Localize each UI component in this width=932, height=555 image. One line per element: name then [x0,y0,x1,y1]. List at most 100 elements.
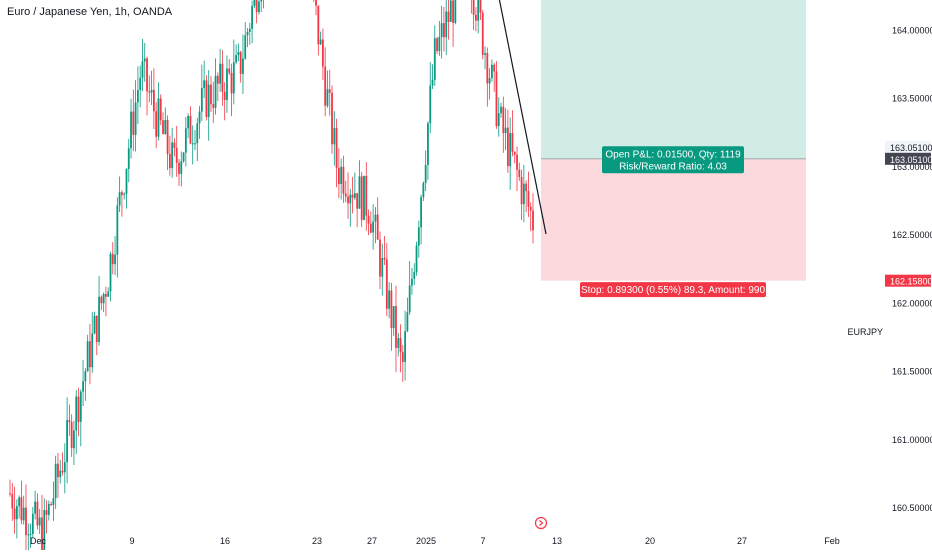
candle-body [116,205,119,255]
candle-body [411,278,413,286]
candle-body [164,120,167,134]
candle-body [504,127,507,134]
candle-body [125,168,128,194]
candle-body [79,391,82,422]
candle-body [248,28,251,32]
trendline-segment[interactable] [489,0,547,235]
candle-body [210,84,212,105]
candle-body [109,253,112,292]
price-tick-label: 160.50000 [892,503,932,513]
candle-body [424,165,427,184]
stop-price-tag: 162.15800 [885,274,932,287]
candle-body [43,510,46,554]
candle-body [130,111,132,149]
current-prefix-tag-text: 163.05100 [890,143,932,153]
candle-body [445,11,448,38]
candle-body [255,0,258,13]
candle-body [431,79,434,86]
candle-body [203,80,206,88]
candle-body [337,167,340,185]
candle-body [486,53,489,84]
candle-body [152,89,155,112]
candle-body [221,63,224,92]
candle-body [349,194,352,204]
candle-body [114,254,116,265]
candle-body [392,306,395,329]
candle-body [61,470,64,473]
position-zones [541,0,806,281]
candle-body [360,176,363,220]
candle-body [89,341,91,368]
trendline[interactable] [489,0,547,235]
candle-body [367,215,370,224]
candle-body [347,196,349,204]
candle-body [184,128,187,153]
candle-body [436,38,438,52]
candle-body [395,306,397,348]
time-tick-label: 2025 [416,536,436,546]
candle-body [226,68,228,100]
candle-body [146,58,148,92]
stop-label-bg [580,282,766,298]
price-tick-label: 163.00000 [892,162,932,172]
candle-body [383,258,386,260]
candle-body [214,75,217,108]
candle-body [18,497,21,507]
candle-body [440,23,443,38]
time-tick-label: 27 [367,536,377,546]
replay-icon[interactable] [534,516,548,530]
chart-title: Euro / Japanese Yen, 1h, OANDA [7,6,173,18]
candle-body [511,133,514,152]
candle-body [433,38,436,80]
candle-body [95,315,98,343]
price-axis[interactable]: 160.50000 161.00000 161.50000 162.00000 162.… [885,0,932,513]
candle-body [406,312,409,332]
candle-body [219,63,222,84]
candle-body [342,166,345,194]
candle-body [490,64,493,79]
candle-body [27,534,30,536]
candle-body [216,75,219,84]
time-tick-label: 23 [312,536,322,546]
candle-body [335,128,338,168]
candle-body [258,1,260,13]
candle-body [166,120,169,154]
candle-body [449,0,452,22]
candle-body [155,111,158,137]
candle-body [506,127,509,167]
candle-body [157,98,160,137]
candles-layer [9,0,534,555]
candle-body [422,183,425,198]
target-zone [541,0,806,159]
candle-body [518,169,521,177]
candle-body [365,175,368,216]
candle-body [230,72,233,94]
candle-body [9,493,11,495]
candle-body [251,5,253,29]
candle-body [500,106,502,114]
candle-body [477,0,480,21]
candle-body [50,503,53,506]
candle-body [319,39,322,45]
candle-body [253,0,256,6]
candle-body [38,517,41,526]
time-axis[interactable]: Dec 9 16 23 27 2025 7 13 20 27 Feb [30,536,840,546]
candle-body [31,513,34,534]
candle-body [123,193,126,195]
candle-body [452,0,454,23]
candle-body [356,193,359,209]
candle-body [194,143,196,145]
candle-body [107,291,110,297]
candle-body [516,154,518,170]
candle-body [344,193,347,197]
candle-body [171,142,174,169]
candle-body [98,296,100,343]
candle-body [200,87,203,112]
candle-body [47,503,50,515]
candle-body [150,89,153,93]
current-price-tag: 163.05100 [885,152,932,165]
candle-body [84,371,87,382]
candle-body [75,396,78,431]
